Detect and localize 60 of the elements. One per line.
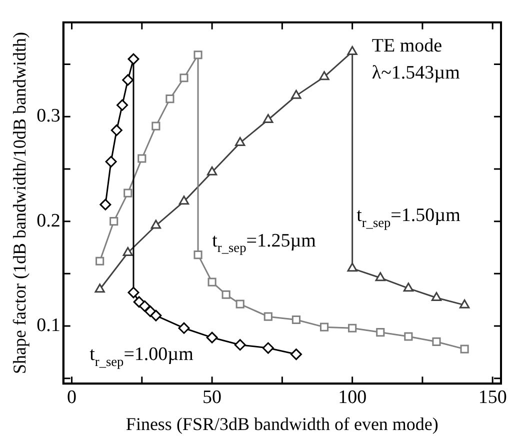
point (460, 344, 469, 354)
point (124, 188, 132, 198)
point (431, 292, 442, 301)
point (262, 342, 274, 354)
point (347, 262, 358, 272)
point (348, 324, 357, 332)
point (94, 284, 105, 293)
x-tick-label: 100 (338, 386, 367, 408)
point (178, 196, 190, 205)
point (110, 124, 122, 136)
point (150, 310, 162, 322)
point (319, 71, 330, 80)
point (150, 220, 162, 229)
x-tick-label: 50 (202, 386, 222, 408)
point (235, 137, 246, 146)
point (194, 50, 202, 60)
point (263, 114, 274, 124)
point (403, 282, 414, 292)
point (264, 312, 272, 321)
point (105, 156, 117, 168)
point (292, 315, 300, 324)
point (122, 246, 133, 256)
point (432, 337, 441, 346)
y-tick-label: 0.2 (36, 210, 60, 232)
annotation: λ~1.543µm (372, 62, 460, 84)
point (152, 122, 160, 130)
point (206, 332, 218, 344)
point (291, 90, 302, 99)
point (194, 250, 202, 260)
point (122, 74, 134, 86)
annotation: TE mode (372, 35, 442, 56)
point (236, 300, 244, 308)
y-axis-title: Shape factor (1dB bandwidth/10dB bandwidth) (10, 32, 30, 374)
point (96, 256, 104, 266)
point (234, 339, 246, 351)
point (222, 290, 230, 299)
point (208, 278, 216, 286)
point (110, 217, 118, 226)
x-tick-label: 150 (478, 386, 507, 408)
x-axis-title: Finess (FSR/3dB bandwidth of even mode) (126, 414, 438, 434)
point (376, 328, 385, 337)
y-tick-label: 0.1 (36, 315, 60, 336)
point (404, 332, 413, 341)
point (138, 154, 146, 163)
x-tick-label: 0 (67, 386, 77, 408)
point (347, 46, 358, 55)
point (320, 322, 329, 332)
point (128, 286, 140, 298)
point (459, 299, 470, 308)
point (375, 272, 386, 282)
point (128, 53, 140, 65)
point (100, 198, 112, 210)
point (180, 74, 188, 82)
y-tick-label: 0.3 (36, 106, 60, 127)
point (116, 99, 128, 111)
point (138, 300, 150, 312)
point (178, 322, 190, 334)
point (290, 348, 302, 360)
point (166, 94, 174, 104)
point (206, 166, 218, 176)
